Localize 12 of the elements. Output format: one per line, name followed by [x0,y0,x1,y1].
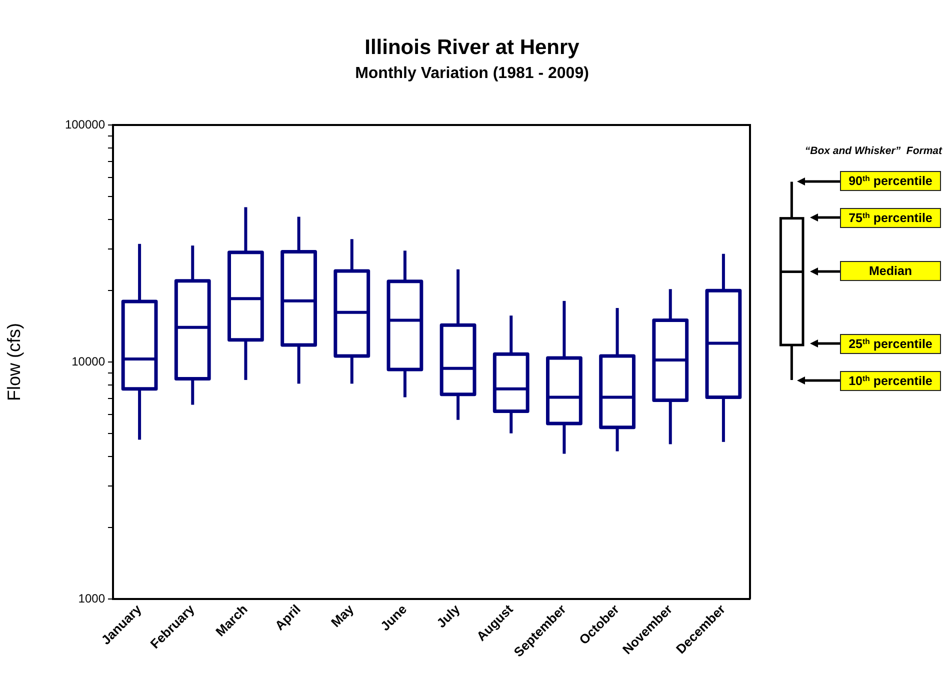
text: “Box and Whisker” Format [804,144,942,158]
y-tick-label: 100000 [64,117,106,132]
chart-subtitle: Monthly Variation (1981 - 2009) [354,64,590,84]
y-axis-title: Flow (cfs) [4,323,24,401]
text: 25$^{th}$ percentile [840,334,941,354]
text: 10$^{th}$ percentile [840,370,941,390]
y-tick-label: 1000 [78,591,106,606]
text: 90$^{th}$ percentile [840,171,941,191]
text: Median [840,261,941,281]
chart-title: Illinois River at Henry [364,36,580,60]
y-tick-label: 10000 [72,354,106,368]
text: 75$^{th}$ percentile [840,208,941,228]
